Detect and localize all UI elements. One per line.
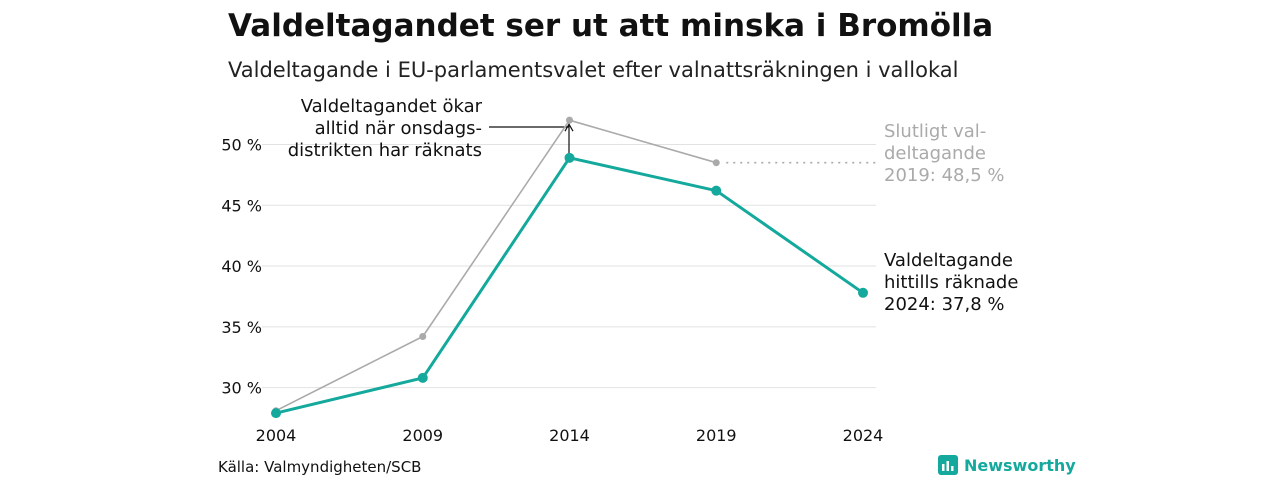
data-point-final <box>419 333 427 341</box>
annotation-wednesday-line: Valdeltagandet ökar <box>301 96 483 117</box>
annotation-arrowhead <box>564 122 574 132</box>
x-tick-label: 2024 <box>843 426 884 445</box>
x-tick-label: 2009 <box>402 426 443 445</box>
x-tick-label: 2004 <box>256 426 297 445</box>
data-point-final <box>712 159 720 167</box>
data-point-election_night <box>711 185 722 196</box>
brand-logo[interactable]: Newsworthy <box>938 455 1076 475</box>
annotation-current-2024-line: Valdeltagande <box>884 250 1013 271</box>
y-tick-label: 30 % <box>221 379 262 398</box>
annotation-final-2019-line: deltagande <box>884 143 986 164</box>
annotation-final-2019-line: Slutligt val- <box>884 121 986 142</box>
data-point-election_night <box>271 408 281 419</box>
annotation-current-2024-line: hittills räknade <box>884 272 1018 293</box>
data-point-final <box>566 116 573 124</box>
annotation-final-2019-line: 2019: 48,5 % <box>884 165 1005 186</box>
annotation-current-2024: Valdeltagande hittills räknade 2024: 37,8 … <box>884 250 1018 315</box>
brand-name: Newsworthy <box>964 455 1076 475</box>
source-note: Källa: Valmyndigheten/SCB <box>218 458 422 476</box>
series-line-election_night <box>274 156 865 415</box>
annotation-current-2024-line: 2024: 37,8 % <box>884 294 1005 315</box>
annotation-final-2019: Slutligt val-deltagande 2019: 48,5 % <box>884 121 1005 186</box>
chart-title: Valdeltagandet ser ut att minska i Bromö… <box>228 8 994 44</box>
chart-subtitle: Valdeltagande i EU-parlamentsvalet efter… <box>228 58 959 82</box>
data-point-election_night <box>564 152 575 163</box>
y-tick-label: 50 % <box>221 135 262 154</box>
annotation-wednesday-line: distrikten har räknats <box>288 140 482 161</box>
data-point-election_night <box>417 372 428 383</box>
annotation-wednesday-line: alltid när onsdags- <box>315 118 482 139</box>
y-tick-label: 45 % <box>221 196 262 215</box>
data-point-election_night <box>858 287 868 298</box>
newsworthy-logo-icon <box>938 455 958 475</box>
y-tick-label: 35 % <box>221 318 262 337</box>
y-tick-label: 40 % <box>221 257 262 276</box>
annotation-wednesday: Valdeltagandet ökar alltid när onsdags-di… <box>288 96 483 161</box>
series-line-final <box>275 119 718 412</box>
x-tick-label: 2014 <box>549 426 590 445</box>
x-tick-label: 2019 <box>696 426 737 445</box>
